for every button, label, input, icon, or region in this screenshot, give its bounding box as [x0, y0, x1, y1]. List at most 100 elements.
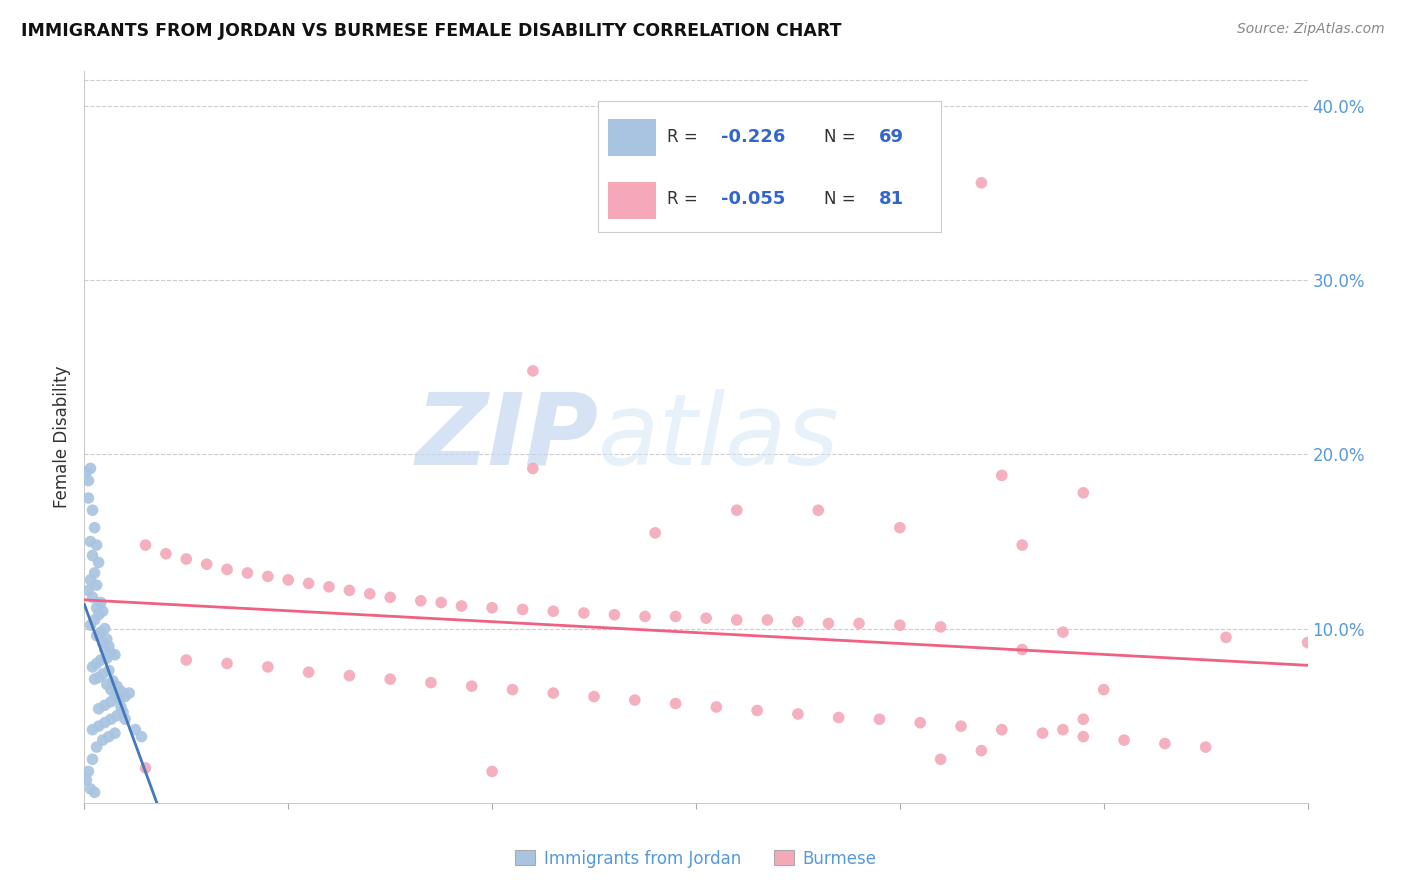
- Point: [174, 552, 197, 566]
- Point: [298, 665, 321, 680]
- Y-axis label: Female Disability: Female Disability: [53, 366, 72, 508]
- Legend: Immigrants from Jordan, Burmese: Immigrants from Jordan, Burmese: [516, 849, 876, 868]
- Point: [77, 764, 100, 779]
- Point: [380, 591, 402, 605]
- Point: [543, 604, 565, 618]
- Point: [756, 613, 779, 627]
- Point: [603, 607, 626, 622]
- Point: [787, 615, 810, 629]
- Point: [87, 702, 110, 716]
- Point: [118, 686, 141, 700]
- Point: [1154, 737, 1177, 751]
- Point: [82, 723, 104, 737]
- Point: [100, 682, 122, 697]
- Point: [93, 622, 115, 636]
- Point: [1114, 733, 1136, 747]
- Point: [100, 712, 122, 726]
- Point: [87, 670, 110, 684]
- Point: [82, 503, 104, 517]
- Point: [135, 761, 157, 775]
- Point: [1092, 682, 1115, 697]
- Point: [100, 695, 122, 709]
- Point: [104, 648, 127, 662]
- Point: [131, 730, 153, 744]
- Point: [848, 616, 870, 631]
- Point: [174, 653, 197, 667]
- Point: [96, 677, 118, 691]
- Point: [409, 594, 432, 608]
- Point: [817, 616, 839, 631]
- Point: [929, 620, 952, 634]
- Point: [87, 607, 110, 622]
- Point: [1073, 485, 1095, 500]
- Point: [93, 698, 115, 713]
- Point: [90, 653, 112, 667]
- Point: [83, 566, 105, 580]
- Point: [86, 657, 108, 671]
- Text: IMMIGRANTS FROM JORDAN VS BURMESE FEMALE DISABILITY CORRELATION CHART: IMMIGRANTS FROM JORDAN VS BURMESE FEMALE…: [21, 22, 842, 40]
- Point: [787, 706, 810, 721]
- Point: [706, 700, 728, 714]
- Point: [339, 668, 361, 682]
- Point: [217, 562, 239, 576]
- Text: ZIP: ZIP: [415, 389, 598, 485]
- Point: [86, 740, 108, 755]
- Point: [695, 611, 717, 625]
- Point: [991, 723, 1014, 737]
- Point: [644, 525, 666, 540]
- Point: [112, 705, 135, 719]
- Point: [82, 549, 104, 563]
- Point: [79, 461, 101, 475]
- Point: [910, 715, 932, 730]
- Point: [725, 503, 748, 517]
- Point: [1011, 642, 1033, 657]
- Point: [991, 468, 1014, 483]
- Point: [97, 639, 120, 653]
- Point: [583, 690, 606, 704]
- Point: [869, 712, 891, 726]
- Point: [87, 719, 110, 733]
- Point: [1296, 635, 1319, 649]
- Point: [747, 704, 769, 718]
- Point: [97, 664, 120, 678]
- Point: [87, 556, 110, 570]
- Point: [75, 773, 97, 788]
- Point: [277, 573, 299, 587]
- Point: [461, 679, 484, 693]
- Point: [380, 672, 402, 686]
- Point: [79, 573, 101, 587]
- Point: [339, 583, 361, 598]
- Point: [100, 646, 122, 660]
- Point: [110, 700, 132, 714]
- Text: atlas: atlas: [598, 389, 839, 485]
- Point: [257, 569, 280, 583]
- Point: [481, 600, 503, 615]
- Point: [665, 609, 688, 624]
- Point: [101, 673, 124, 688]
- Point: [502, 682, 524, 697]
- Point: [82, 660, 104, 674]
- Point: [91, 604, 114, 618]
- Point: [79, 618, 101, 632]
- Point: [86, 578, 108, 592]
- Point: [522, 364, 544, 378]
- Point: [1215, 631, 1237, 645]
- Point: [450, 599, 472, 613]
- Point: [108, 691, 131, 706]
- Point: [77, 583, 100, 598]
- Point: [110, 684, 132, 698]
- Point: [634, 609, 657, 624]
- Point: [91, 667, 114, 681]
- Point: [105, 679, 128, 693]
- Point: [114, 690, 136, 704]
- Point: [889, 521, 911, 535]
- Point: [1073, 712, 1095, 726]
- Point: [522, 461, 544, 475]
- Point: [970, 743, 993, 757]
- Point: [104, 726, 127, 740]
- Point: [807, 503, 830, 517]
- Point: [236, 566, 259, 580]
- Point: [91, 733, 114, 747]
- Point: [93, 642, 115, 657]
- Point: [929, 752, 952, 766]
